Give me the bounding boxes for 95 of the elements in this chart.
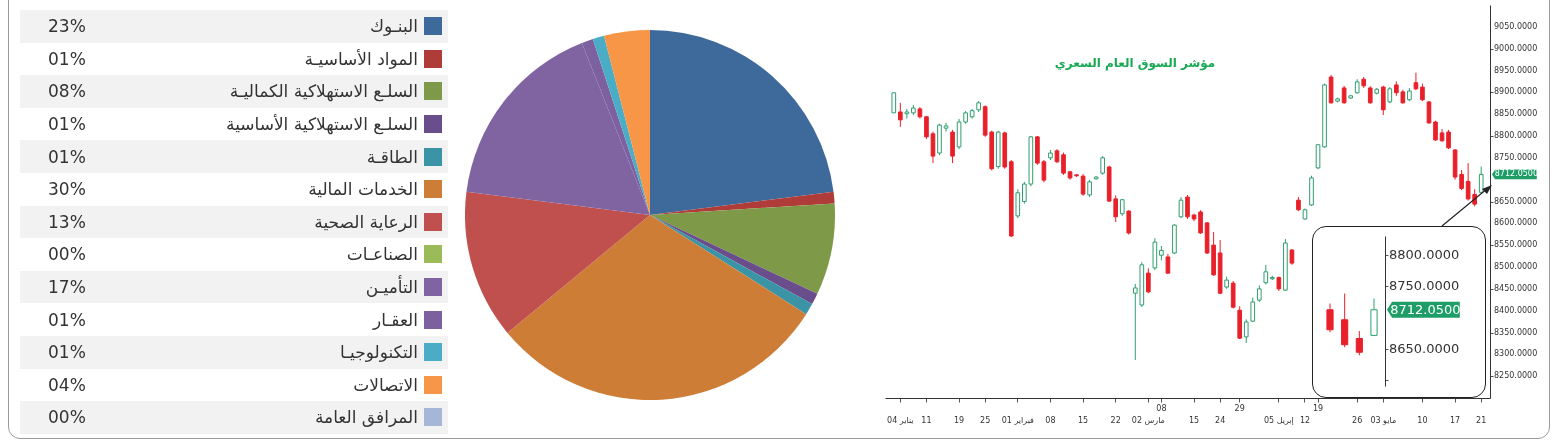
candlestick (1080, 173, 1086, 197)
text: 00% (48, 407, 86, 428)
text: 00% (48, 244, 86, 265)
legend-label: الطاقـة (128, 140, 424, 173)
pie-slice (603, 30, 650, 215)
y-tick-label: 8850.0000 (1494, 109, 1538, 119)
candlestick (1355, 330, 1363, 356)
y-tick-label: 9050.0000 (1494, 21, 1538, 31)
x-tick-label: 17 (1449, 415, 1461, 425)
y-tick-label: 8650.0000 (1389, 340, 1460, 356)
x-tick-label: 19 (953, 415, 965, 425)
legend-label: الخدمات المالية (307, 178, 419, 202)
y-tick-label: 8300.0000 (1494, 349, 1538, 359)
x-tick-label: مارس 02 (1131, 415, 1165, 425)
candlestick (898, 102, 903, 128)
y-tick-label: 9000.0000 (1494, 43, 1538, 53)
x-tick-label: 29 (1234, 403, 1245, 413)
y-tick-label: 8900.0000 (1494, 87, 1538, 97)
y-tick-label: 8550.0000 (1494, 240, 1538, 250)
x-tick-label: 11 (921, 415, 932, 425)
data-label: 04% (47, 373, 87, 397)
candlestick (1126, 209, 1132, 236)
x-tick-label: 24 (1215, 415, 1226, 425)
candlestick (1478, 166, 1484, 193)
candlestick (904, 108, 910, 120)
legend-label: المرافق العامة (128, 401, 424, 434)
legend-label: العقـار (371, 308, 419, 332)
x-tick-label: 22 (1110, 415, 1121, 425)
y-tick-label: 8750.0000 (1389, 278, 1460, 293)
data-label: 01% (47, 308, 87, 332)
data-label: 13% (20, 205, 128, 239)
legend-label: التأميـن (128, 270, 424, 304)
x-tick-label: 10 (1417, 415, 1428, 425)
legend-label: الرعاية الصحية (128, 205, 424, 239)
annotation: 8712.0500 (1390, 301, 1461, 317)
x-tick-label: 08 (1156, 403, 1167, 413)
data-label: 23% (20, 10, 128, 43)
pie-slice (465, 191, 650, 333)
legend-label: المواد الأساسيـة (303, 47, 419, 71)
candlestick (1165, 253, 1171, 275)
legend-label: الاتصالات (352, 373, 419, 397)
x-tick-label: 08 (1045, 415, 1056, 425)
data-label: 01% (47, 47, 87, 71)
text: مؤشر السوق العام السعري (1053, 56, 1217, 70)
candlestick (1146, 267, 1151, 294)
text: 8712.0500 (1494, 169, 1539, 179)
y-tick-label: 8950.0000 (1494, 65, 1538, 75)
legend-label: السلـع الاستهلاكية الأساسية (225, 113, 419, 137)
x-tick-label: مايو 03 (1370, 415, 1397, 425)
candlestick (1380, 85, 1386, 116)
data-label: 01% (20, 335, 128, 369)
x-tick-label: 26 (1352, 415, 1363, 425)
pie-slice (466, 42, 650, 215)
x-tick-label: 21 (1476, 415, 1487, 425)
legend-label: البنـوك (128, 10, 424, 43)
legend-label: السلـع الاستهلاكية الكماليـة (128, 75, 424, 108)
x-tick-label: إبريل 05 (1263, 415, 1294, 426)
x-tick-label: 19 (1312, 403, 1324, 413)
y-tick-label: 8650.0000 (1494, 196, 1538, 206)
data-label: 08% (20, 75, 128, 108)
y-tick-label: 8750.0000 (1494, 152, 1538, 162)
candlestick (1413, 72, 1419, 91)
pie-slice (507, 215, 807, 400)
y-tick-label: 8800.0000 (1494, 131, 1538, 140)
x-tick-label: 15 (1077, 415, 1089, 425)
pie-slice (650, 30, 834, 215)
candlestick (943, 122, 949, 133)
data-label: 01% (20, 140, 128, 173)
candlestick (1263, 264, 1269, 285)
candlestick (1100, 155, 1105, 176)
data-label: 30% (47, 178, 87, 202)
x-tick-label: 15 (1188, 415, 1200, 425)
candlestick (1185, 194, 1190, 220)
data-label: 17% (20, 270, 128, 304)
candlestick (891, 92, 897, 114)
data-label: 01% (47, 113, 87, 137)
x-tick-label: 12 (1299, 415, 1311, 425)
candlestick (1178, 196, 1184, 219)
x-tick-label: 25 (980, 415, 991, 425)
y-tick-label: 8800.0000 (1389, 246, 1460, 262)
y-tick-label: 8400.0000 (1494, 305, 1538, 315)
y-tick-label: 8450.0000 (1494, 283, 1538, 293)
x-tick-label: يناير 04 (887, 415, 914, 425)
pie-slice (650, 203, 835, 294)
candlestick (1426, 100, 1432, 125)
y-tick-label: 8350.0000 (1494, 327, 1538, 337)
x-tick-label: فبراير 01 (1001, 415, 1035, 425)
y-tick-label: 8600.0000 (1494, 218, 1538, 228)
y-tick-label: 8250.0000 (1494, 371, 1538, 381)
candlestick (1061, 152, 1066, 176)
legend-label: الصناعـات (345, 243, 419, 267)
candlestick (1015, 188, 1021, 219)
legend-label: التكنولوجيـا (128, 335, 424, 369)
y-tick-label: 8500.0000 (1494, 262, 1538, 271)
candlestick (1326, 303, 1334, 333)
